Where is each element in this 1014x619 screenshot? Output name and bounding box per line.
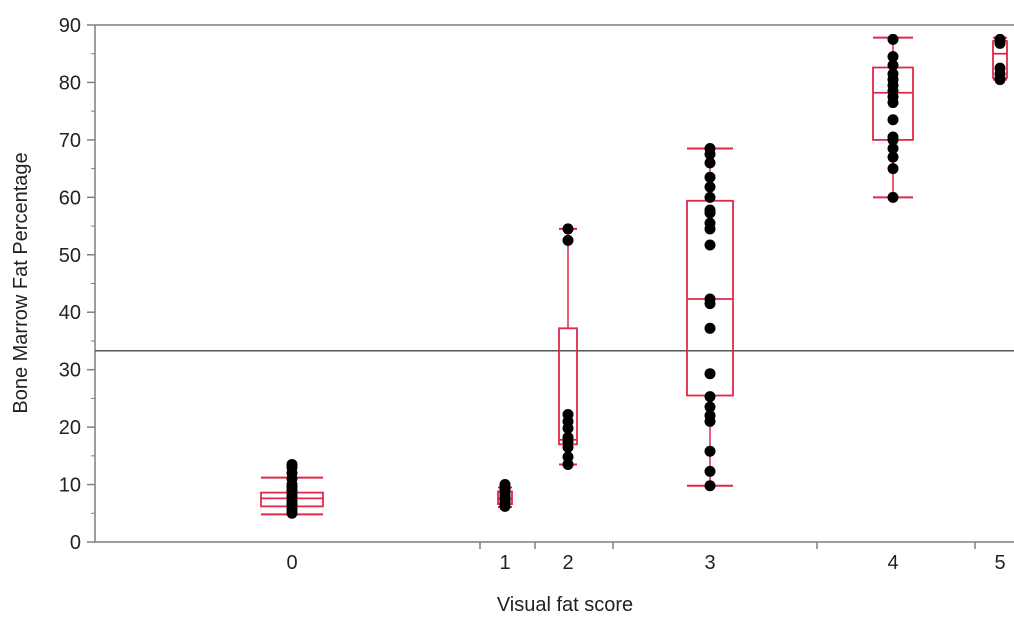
data-point — [994, 62, 1006, 74]
data-point — [704, 322, 716, 334]
x-tick-label: 3 — [704, 552, 715, 574]
y-tick-label: 0 — [70, 532, 81, 554]
data-point — [562, 234, 574, 246]
y-tick-label: 70 — [59, 130, 81, 152]
y-tick-label: 40 — [59, 302, 81, 324]
y-tick-label: 90 — [59, 15, 81, 37]
data-point — [704, 217, 716, 229]
data-point — [704, 391, 716, 403]
data-point — [887, 51, 899, 63]
boxes-group — [260, 36, 1008, 516]
data-point — [887, 143, 899, 155]
y-tick-label: 20 — [59, 417, 81, 439]
data-point — [562, 451, 574, 463]
y-axis-label: Bone Marrow Fat Percentage — [10, 152, 32, 413]
data-point — [704, 204, 716, 216]
data-point — [887, 59, 899, 71]
data-point — [704, 293, 716, 305]
data-point — [994, 33, 1006, 45]
data-point — [887, 33, 899, 45]
data-point — [887, 163, 899, 175]
x-tick-label: 2 — [562, 552, 573, 574]
data-point — [704, 239, 716, 251]
y-tick-label: 80 — [59, 72, 81, 94]
points-group — [286, 33, 1006, 519]
x-tick-label: 1 — [499, 552, 510, 574]
data-point — [704, 368, 716, 380]
data-point — [704, 171, 716, 183]
x-tick-label: 4 — [887, 552, 898, 574]
data-point — [499, 479, 511, 491]
data-point — [704, 410, 716, 422]
x-axis-label: Visual fat score — [497, 594, 633, 614]
data-point — [887, 114, 899, 126]
data-point — [704, 191, 716, 203]
y-tick-label: 10 — [59, 475, 81, 497]
y-tick-label: 30 — [59, 360, 81, 382]
data-point — [704, 445, 716, 457]
axes-group: 0 10 20 30 40 50 60 70 80 90 0 1 2 3 4 5 — [59, 15, 1014, 574]
x-tick-label: 0 — [286, 552, 297, 574]
y-tick-label: 50 — [59, 245, 81, 267]
data-point — [562, 431, 574, 443]
data-point — [887, 191, 899, 203]
data-point — [704, 480, 716, 492]
y-tick-label: 60 — [59, 187, 81, 209]
data-point — [704, 465, 716, 477]
data-point — [887, 131, 899, 143]
x-tick-label: 5 — [994, 552, 1005, 574]
data-point — [562, 223, 574, 235]
data-point — [562, 408, 574, 420]
data-point — [887, 68, 899, 80]
data-point — [704, 157, 716, 169]
data-point — [286, 458, 298, 470]
data-point — [704, 181, 716, 193]
data-point — [704, 401, 716, 413]
data-point — [704, 143, 716, 155]
data-point — [887, 151, 899, 163]
